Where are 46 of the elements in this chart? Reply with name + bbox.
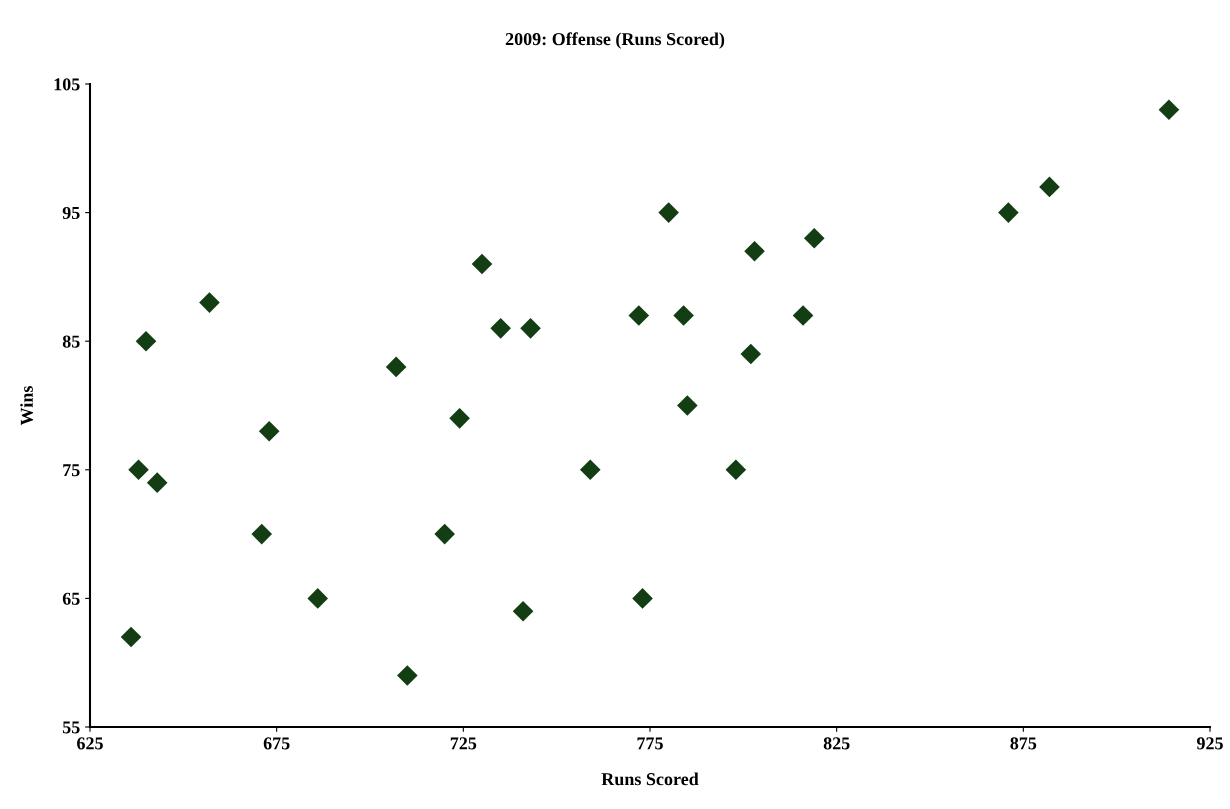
point — [792, 305, 814, 326]
point — [803, 228, 825, 249]
x-axis-title: Runs Scored — [601, 772, 699, 786]
point — [258, 420, 280, 442]
x-tick-label: 625 — [77, 737, 103, 750]
point — [658, 202, 679, 223]
y-axis-title: Wins — [20, 386, 33, 426]
chart-title: 2009: Offense (Runs Scored) — [505, 32, 725, 49]
point — [998, 202, 1019, 223]
y-tick-label: 95 — [62, 206, 80, 220]
point — [1039, 176, 1060, 198]
y-tick-label: 65 — [62, 592, 80, 605]
point — [146, 472, 168, 493]
point — [1158, 99, 1180, 121]
x-tick-label: 775 — [637, 737, 663, 750]
point — [740, 343, 762, 365]
point — [120, 626, 142, 648]
x-tick-label: 875 — [1010, 737, 1037, 750]
point — [307, 588, 329, 609]
point — [673, 305, 694, 326]
point — [199, 292, 220, 313]
y-tick-label: 85 — [62, 335, 80, 348]
point — [434, 523, 455, 545]
point — [490, 318, 511, 339]
point — [744, 240, 765, 262]
x-tick-label: 925 — [1196, 737, 1223, 750]
x-tick-label: 725 — [450, 737, 477, 750]
point — [632, 588, 653, 609]
point — [725, 459, 747, 481]
point — [520, 318, 541, 339]
x-tick-label: 675 — [263, 737, 290, 750]
y-tick-label: 75 — [63, 464, 80, 477]
point — [449, 408, 470, 429]
point — [512, 600, 534, 622]
y-tick-label: 55 — [62, 721, 80, 734]
point — [251, 523, 273, 545]
point — [397, 665, 418, 686]
point — [628, 305, 650, 326]
x-tick-label: 825 — [823, 737, 850, 750]
point — [385, 356, 407, 378]
point — [128, 459, 149, 481]
point — [135, 330, 157, 352]
y-tick-label: 105 — [54, 78, 80, 91]
point — [579, 459, 601, 481]
point — [471, 253, 493, 275]
point — [677, 395, 698, 416]
